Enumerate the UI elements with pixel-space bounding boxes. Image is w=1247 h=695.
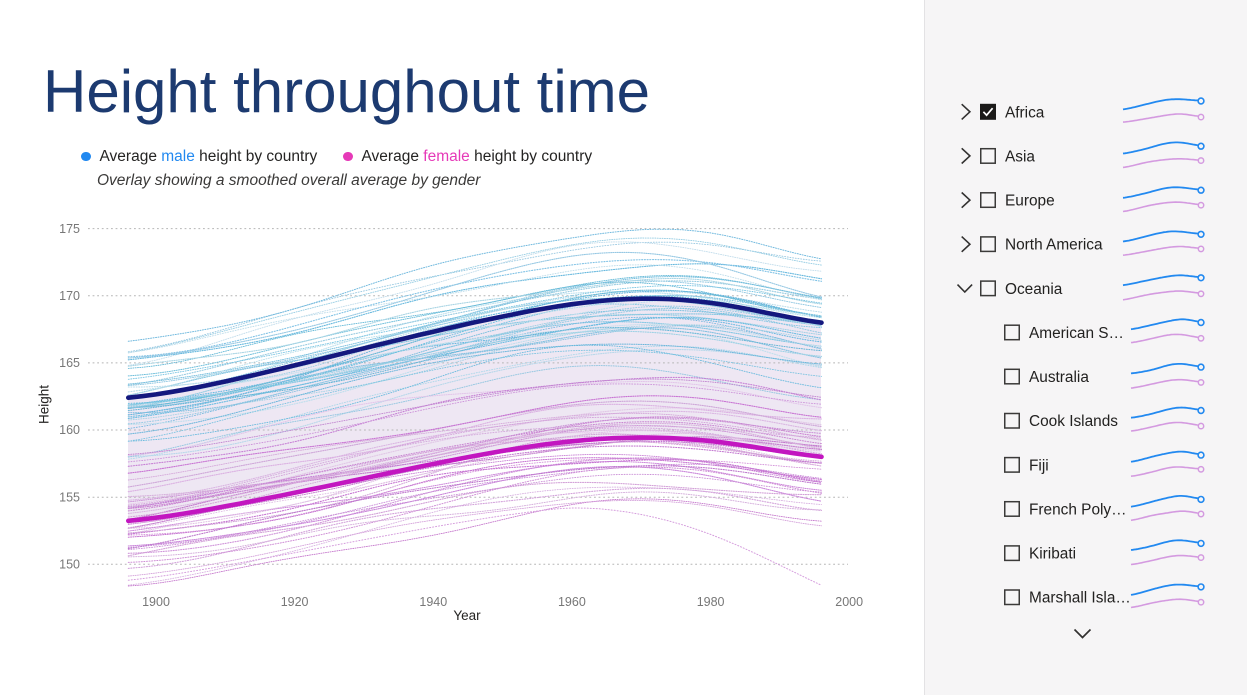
svg-text:150: 150 (59, 558, 80, 572)
svg-text:Australia: Australia (1029, 369, 1089, 386)
svg-text:Europe: Europe (1005, 193, 1055, 210)
svg-text:Cook Islands: Cook Islands (1029, 413, 1118, 430)
svg-text:1960: 1960 (558, 595, 586, 609)
svg-text:160: 160 (59, 423, 80, 437)
svg-text:Africa: Africa (1005, 104, 1045, 121)
svg-text:Oceania: Oceania (1005, 281, 1063, 298)
svg-text:1920: 1920 (281, 595, 309, 609)
svg-text:French Poly…: French Poly… (1029, 502, 1127, 519)
svg-text:1900: 1900 (142, 595, 170, 609)
svg-text:Kiribati: Kiribati (1029, 546, 1076, 563)
svg-text:Year: Year (453, 608, 481, 623)
svg-text:Marshall Isla…: Marshall Isla… (1029, 590, 1131, 607)
svg-text:2000: 2000 (835, 595, 863, 609)
svg-text:Fiji: Fiji (1029, 457, 1049, 474)
svg-text:175: 175 (59, 222, 80, 236)
svg-text:155: 155 (59, 490, 80, 504)
svg-text:Height: Height (37, 385, 52, 424)
svg-text:170: 170 (59, 289, 80, 303)
svg-text:165: 165 (59, 356, 80, 370)
svg-text:North America: North America (1005, 237, 1103, 254)
svg-text:Asia: Asia (1005, 148, 1035, 165)
svg-text:American S…: American S… (1029, 325, 1124, 342)
svg-text:1980: 1980 (697, 595, 725, 609)
svg-text:1940: 1940 (419, 595, 447, 609)
